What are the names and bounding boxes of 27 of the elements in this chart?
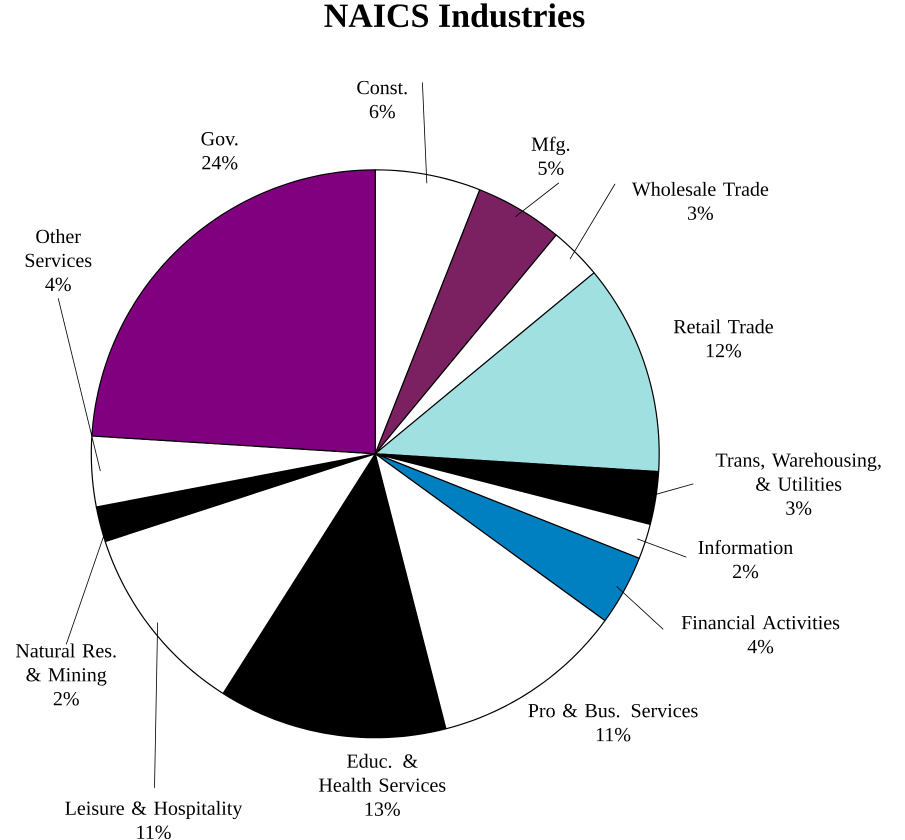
slice-label: Const. bbox=[357, 80, 407, 94]
data-label: 24% bbox=[202, 156, 238, 170]
data-label: 11% bbox=[137, 825, 171, 840]
slice-label: Other Services bbox=[26, 229, 92, 268]
data-label: 12% bbox=[706, 344, 742, 358]
slice-label: Trans, Warehousing, & Utilities bbox=[716, 452, 881, 491]
data-label: 6% bbox=[370, 104, 395, 118]
data-label: 2% bbox=[733, 564, 758, 578]
chart-title: NAICS Industries bbox=[324, 3, 584, 28]
slice-label: Leisure & Hospitality bbox=[65, 800, 242, 820]
slice-label: Information bbox=[698, 540, 793, 554]
data-label: 4% bbox=[748, 640, 774, 654]
slice-label: Financial Activities bbox=[682, 615, 840, 630]
data-label: 4% bbox=[45, 278, 71, 292]
data-label: 13% bbox=[366, 802, 400, 816]
slice-label: Educ. & Health Services bbox=[319, 754, 446, 792]
data-label: 2% bbox=[54, 692, 79, 706]
data-label: 5% bbox=[538, 161, 564, 175]
slice-label: Retail Trade bbox=[674, 319, 773, 334]
slice-label: Natural Res. & Mining bbox=[16, 643, 116, 686]
slice-label: Mfg. bbox=[532, 136, 570, 155]
slice-label: Wholesale Trade bbox=[632, 182, 768, 196]
slice-label: Pro & Bus. Services bbox=[528, 704, 698, 718]
data-label: 3% bbox=[786, 501, 812, 515]
slice-label: Gov. bbox=[201, 132, 238, 146]
data-label: 11% bbox=[596, 728, 630, 742]
data-label: 3% bbox=[688, 206, 713, 220]
